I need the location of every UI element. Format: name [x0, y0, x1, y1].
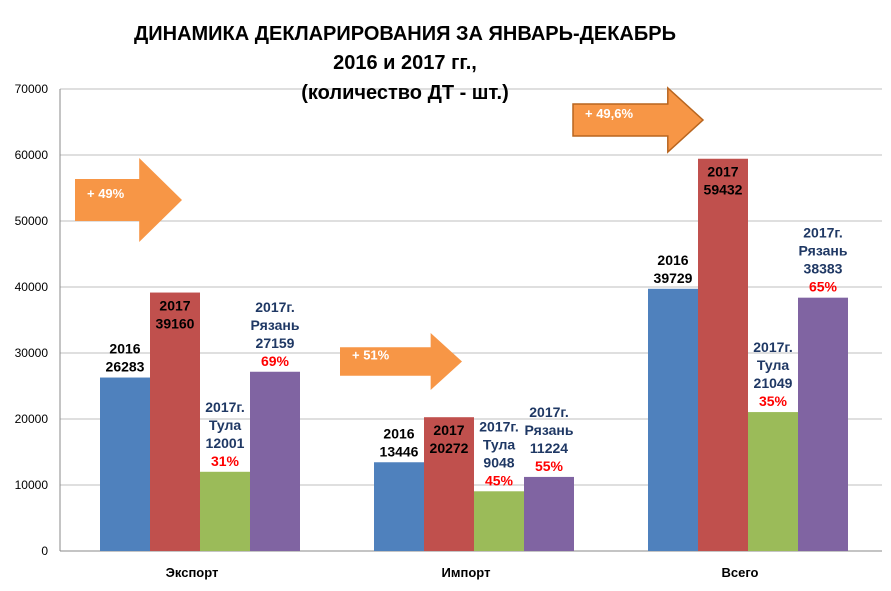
y-axis-ticks: 0 10000 20000 30000 40000 50000 60000 70000 — [15, 82, 49, 558]
y-tick-label: 60000 — [15, 148, 49, 162]
chart-title-line-1: ДИНАМИКА ДЕКЛАРИРОВАНИЯ ЗА ЯНВАРЬ-ДЕКАБР… — [134, 23, 676, 45]
bar-0-2 — [200, 471, 250, 551]
x-category-label: Всего — [721, 565, 758, 580]
data-label: Тула — [209, 417, 242, 433]
data-label: 59432 — [704, 182, 743, 198]
data-label: 39160 — [156, 316, 195, 332]
data-label: 38383 — [804, 261, 843, 277]
bar-0-1 — [150, 292, 200, 551]
data-label: 2016 — [109, 341, 140, 357]
data-label: Тула — [483, 436, 516, 452]
growth-annotation: + 49% — [87, 186, 125, 201]
bar-1-3 — [524, 476, 574, 551]
data-label: 35% — [759, 393, 788, 409]
data-label: 2017 — [159, 298, 190, 314]
data-label: 13446 — [380, 443, 419, 459]
y-tick-label: 50000 — [15, 214, 49, 228]
bar-1-2 — [474, 491, 524, 551]
data-label: 2017г. — [529, 404, 568, 420]
data-label: 27159 — [256, 335, 295, 351]
x-axis-categories: Экспорт Импорт Всего — [166, 565, 759, 580]
y-tick-label: 20000 — [15, 412, 49, 426]
chart-title-line-3: (количество ДТ - шт.) — [301, 82, 508, 104]
data-label: 2016 — [657, 252, 688, 268]
growth-arrows: + 49% + 51% + 49,6% — [75, 86, 705, 390]
growth-annotation: + 51% — [352, 348, 390, 363]
data-label: Рязань — [251, 317, 300, 333]
growth-arrow-icon — [572, 86, 705, 154]
data-label: 11224 — [530, 440, 568, 456]
bar-0-3 — [250, 371, 300, 551]
bars — [100, 158, 848, 552]
data-label: 55% — [535, 458, 564, 474]
bar-2-3 — [798, 297, 848, 551]
y-tick-label: 30000 — [15, 346, 49, 360]
data-label: 20272 — [430, 440, 469, 456]
data-label: 9048 — [483, 454, 514, 470]
bar-0-0 — [100, 377, 150, 551]
chart-title-line-2: 2016 и 2017 гг., — [333, 52, 477, 74]
data-label: 21049 — [754, 375, 793, 391]
y-tick-label: 70000 — [15, 82, 49, 96]
data-label: 39729 — [654, 270, 693, 286]
data-label: 2017 — [433, 422, 464, 438]
data-label: 2017г. — [255, 299, 294, 315]
growth-arrow-icon — [75, 158, 182, 242]
data-label: 2017г. — [205, 399, 244, 415]
data-label: 2016 — [383, 425, 414, 441]
bar-2-0 — [648, 288, 698, 551]
data-label: 2017г. — [753, 339, 792, 355]
data-label: 65% — [809, 279, 838, 295]
y-tick-label: 0 — [41, 544, 48, 558]
data-label: 26283 — [106, 359, 145, 375]
x-category-label: Импорт — [442, 565, 491, 580]
data-label: 2017г. — [479, 418, 518, 434]
data-label: 12001 — [206, 435, 245, 451]
data-label: Рязань — [525, 422, 574, 438]
growth-annotation: + 49,6% — [585, 106, 634, 121]
bar-1-0 — [374, 462, 424, 551]
data-label: 2017 — [707, 164, 738, 180]
growth-arrow-icon — [340, 333, 462, 390]
data-labels: 2016 26283 2017 39160 2017г. Тула 12001 31% 2017… — [106, 164, 848, 489]
data-label: 45% — [485, 472, 514, 488]
bar-2-2 — [748, 412, 798, 551]
bar-2-1 — [698, 158, 748, 552]
data-label: 2017г. — [803, 225, 842, 241]
bar-1-1 — [424, 417, 474, 551]
data-label: Рязань — [799, 243, 848, 259]
data-label: 69% — [261, 353, 290, 369]
x-category-label: Экспорт — [166, 565, 219, 580]
y-tick-label: 40000 — [15, 280, 49, 294]
data-label: Тула — [757, 357, 790, 373]
y-tick-label: 10000 — [15, 478, 49, 492]
data-label: 31% — [211, 453, 240, 469]
